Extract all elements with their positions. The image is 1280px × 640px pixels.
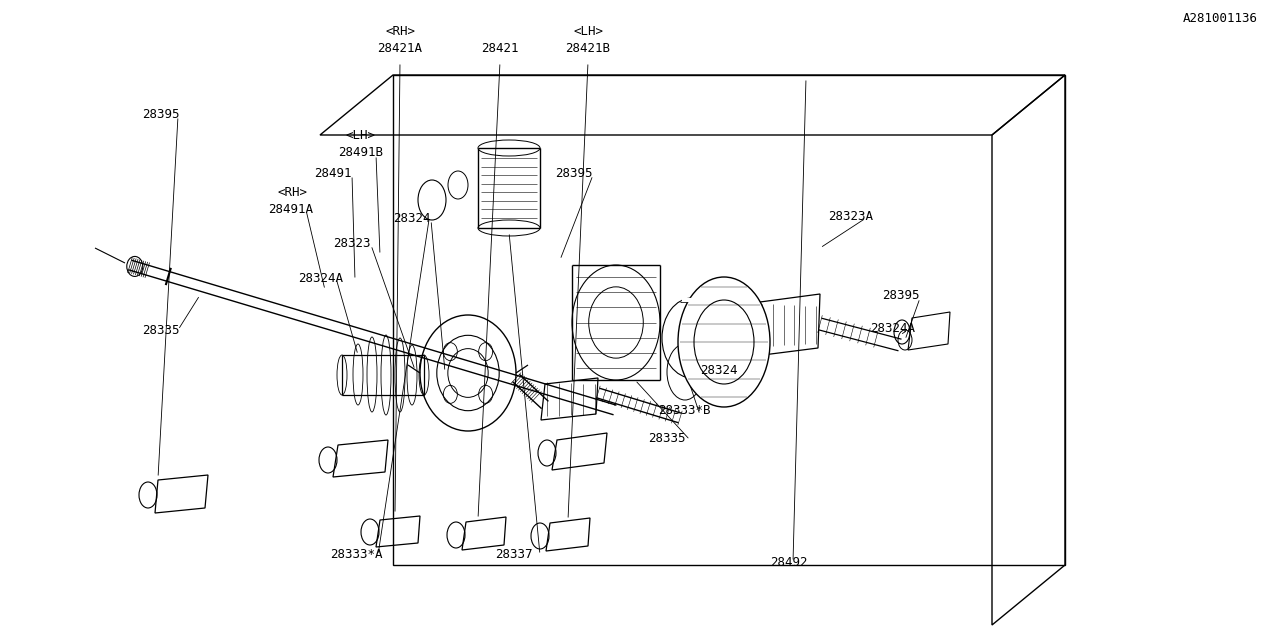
Text: 28324: 28324 [393, 211, 430, 225]
Text: 28491B: 28491B [338, 145, 383, 159]
Text: 28323A: 28323A [828, 209, 873, 223]
Text: 28421A: 28421A [378, 42, 422, 54]
Text: 28333*B: 28333*B [658, 404, 710, 417]
Text: 28421: 28421 [481, 42, 518, 54]
Text: 28395: 28395 [882, 289, 919, 301]
Text: <RH>: <RH> [385, 24, 415, 38]
Text: 28395: 28395 [556, 166, 593, 179]
Text: 28491A: 28491A [268, 202, 314, 216]
Text: <LH>: <LH> [346, 129, 375, 141]
Text: 28335: 28335 [648, 431, 686, 445]
Text: 28324A: 28324A [298, 271, 343, 285]
Ellipse shape [678, 277, 771, 407]
Text: 28337: 28337 [495, 548, 532, 561]
Text: 28324A: 28324A [870, 321, 915, 335]
Text: 28324: 28324 [700, 364, 737, 376]
Text: A281001136: A281001136 [1183, 12, 1258, 24]
Text: 28492: 28492 [771, 556, 808, 568]
Text: 28395: 28395 [142, 108, 179, 120]
Text: <RH>: <RH> [278, 186, 308, 198]
Text: 28335: 28335 [142, 323, 179, 337]
Text: 28333*A: 28333*A [330, 548, 383, 561]
Text: 28421B: 28421B [566, 42, 611, 54]
Text: <LH>: <LH> [573, 24, 603, 38]
Text: 28491: 28491 [314, 166, 352, 179]
Text: 28323: 28323 [333, 237, 370, 250]
Ellipse shape [419, 180, 445, 220]
